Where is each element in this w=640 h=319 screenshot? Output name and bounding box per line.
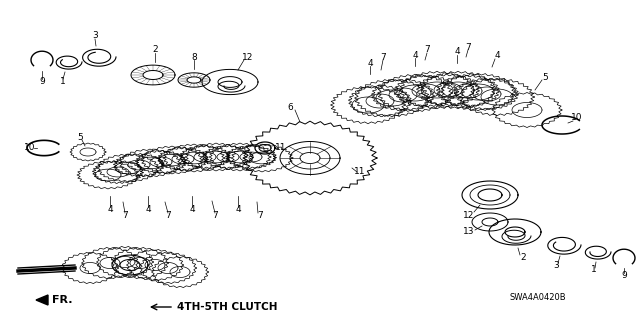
Text: 7: 7 [122, 211, 128, 220]
Text: 7: 7 [424, 46, 430, 55]
Text: 7: 7 [165, 211, 171, 220]
Text: 12: 12 [463, 211, 475, 219]
Text: 11: 11 [355, 167, 365, 176]
Text: 4: 4 [145, 205, 151, 214]
Text: 9: 9 [39, 78, 45, 86]
Text: FR.: FR. [52, 295, 72, 305]
Text: 5: 5 [542, 72, 548, 81]
Text: 2: 2 [152, 46, 158, 55]
Text: 11: 11 [275, 144, 287, 152]
Text: 1: 1 [591, 265, 597, 275]
Text: 13: 13 [463, 227, 475, 236]
Text: 10: 10 [572, 114, 583, 122]
Text: 4: 4 [189, 205, 195, 214]
Text: 4: 4 [367, 58, 373, 68]
Text: 7: 7 [257, 211, 263, 220]
Text: 4: 4 [412, 50, 418, 60]
Text: 9: 9 [621, 271, 627, 280]
Text: SWA4A0420B: SWA4A0420B [510, 293, 566, 302]
Text: 3: 3 [553, 261, 559, 270]
Text: 7: 7 [380, 53, 386, 62]
Text: 7: 7 [212, 211, 218, 220]
Text: 1: 1 [60, 78, 66, 86]
Text: 12: 12 [243, 53, 253, 62]
Polygon shape [36, 295, 48, 305]
Text: 4: 4 [494, 51, 500, 61]
Text: 2: 2 [520, 254, 526, 263]
Text: 6: 6 [287, 103, 293, 113]
Text: 4TH-5TH CLUTCH: 4TH-5TH CLUTCH [177, 302, 278, 312]
Text: 4: 4 [107, 205, 113, 214]
Text: 8: 8 [191, 53, 197, 62]
Text: 5: 5 [77, 132, 83, 142]
Text: 3: 3 [92, 32, 98, 41]
Text: 4: 4 [454, 48, 460, 56]
Text: 10: 10 [24, 144, 36, 152]
Text: 4: 4 [235, 205, 241, 214]
Text: 7: 7 [465, 42, 471, 51]
